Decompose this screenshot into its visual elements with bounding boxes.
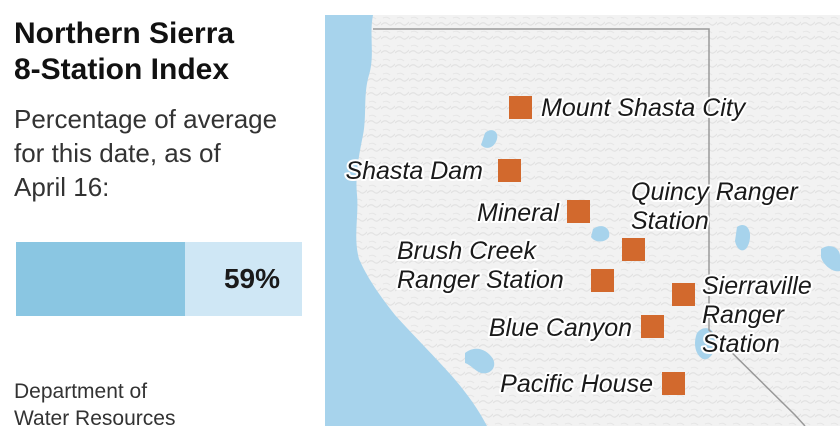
station-label-line: Brush Creek [397,237,537,265]
state-border [373,28,806,426]
index-subtitle: Percentage of average for this date, as … [14,102,314,204]
station-marker-mineral [567,200,590,223]
shasta-lake [481,130,498,148]
station-label-line: Station [702,330,780,358]
sf-bay [465,348,495,374]
station-label-line: Ranger Station [397,266,564,294]
honey-lake [821,246,840,272]
station-label-line: Ranger [702,301,786,329]
info-panel: Northern Sierra 8-Station Index Percenta… [14,16,314,204]
percent-bar-fill [16,242,185,316]
station-marker-brush-creek [591,269,614,292]
source-credit: Department of Water Resources [14,378,214,432]
station-marker-shasta-dam [498,159,521,182]
subtitle-line-1: Percentage of average [14,104,278,134]
station-map: Mount Shasta City Shasta Dam Mineral Quincy… [325,15,840,426]
station-label-shasta-dam: Shasta Dam [345,157,483,185]
station-marker-quincy [622,238,645,261]
station-label-line: Pacific House [500,370,653,398]
station-label-mineral: Mineral [477,199,560,227]
station-label-pacific-house: Pacific House [500,370,653,398]
station-marker-pacific-house [662,372,685,395]
station-label-brush-creek: Brush Creek Ranger Station [397,237,564,294]
pyramid-lake [735,224,751,251]
station-label-quincy: Quincy Ranger Station [631,178,799,235]
pacific-ocean [325,15,487,426]
station-label-line: Sierraville [702,272,812,300]
station-label-blue-canyon: Blue Canyon [489,314,632,342]
percent-label: 59% [223,263,280,294]
station-label-line: Quincy Ranger [631,178,799,206]
station-markers [498,96,695,395]
station-label-line: Mineral [477,199,560,227]
subtitle-line-2: for this date, as of [14,138,221,168]
percent-bar-track: 59% [16,242,302,316]
station-label-line: Blue Canyon [489,314,632,342]
station-marker-blue-canyon [641,315,664,338]
station-label-sierraville: Sierraville Ranger Station [702,272,812,358]
lake-tahoe [695,328,716,360]
source-line-2: Water Resources [14,407,176,430]
subtitle-line-3: April 16: [14,172,110,202]
station-labels: Mount Shasta City Shasta Dam Mineral Quincy… [343,92,813,400]
lake-almanor [591,226,610,242]
source-line-1: Department of [14,380,148,403]
station-marker-mount-shasta-city [509,96,532,119]
station-label-line: Station [631,207,709,235]
station-label-mount-shasta-city: Mount Shasta City [541,94,747,122]
title-line-2: 8-Station Index [14,53,230,86]
index-title: Northern Sierra 8-Station Index [14,16,314,88]
station-marker-sierraville [672,283,695,306]
title-line-1: Northern Sierra [14,17,235,50]
map-svg: Mount Shasta City Shasta Dam Mineral Quincy… [325,15,840,426]
station-label-line: Mount Shasta City [541,94,747,122]
station-label-line: Shasta Dam [345,157,483,185]
